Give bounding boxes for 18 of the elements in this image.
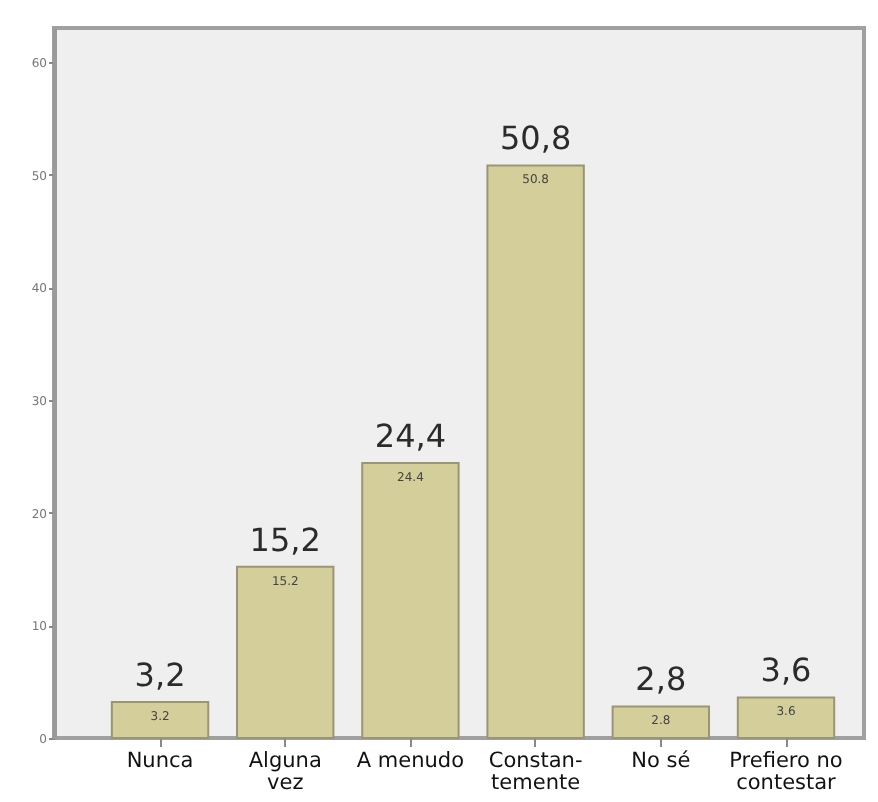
data-label: 3,6 [760,651,812,690]
bar [486,164,585,739]
data-label: 15,2 [249,520,321,559]
data-label: 24,4 [374,417,447,456]
data-label: 50,8 [499,119,572,158]
bar [236,565,335,739]
data-label: 3,2 [134,655,186,694]
bar [736,696,836,739]
bar [110,700,210,739]
x-tick-label: No sé [631,749,691,773]
x-tick-label: Alguna vez [248,749,322,795]
bar [611,705,711,739]
data-label: 2,8 [635,660,687,699]
bar [361,462,460,739]
x-tick-label: Constan- temente [488,749,583,795]
x-tick-label: Nunca [126,749,194,773]
x-tick-label: A menudo [356,749,465,773]
x-tick-label: Prefiero no contestar [729,749,843,795]
